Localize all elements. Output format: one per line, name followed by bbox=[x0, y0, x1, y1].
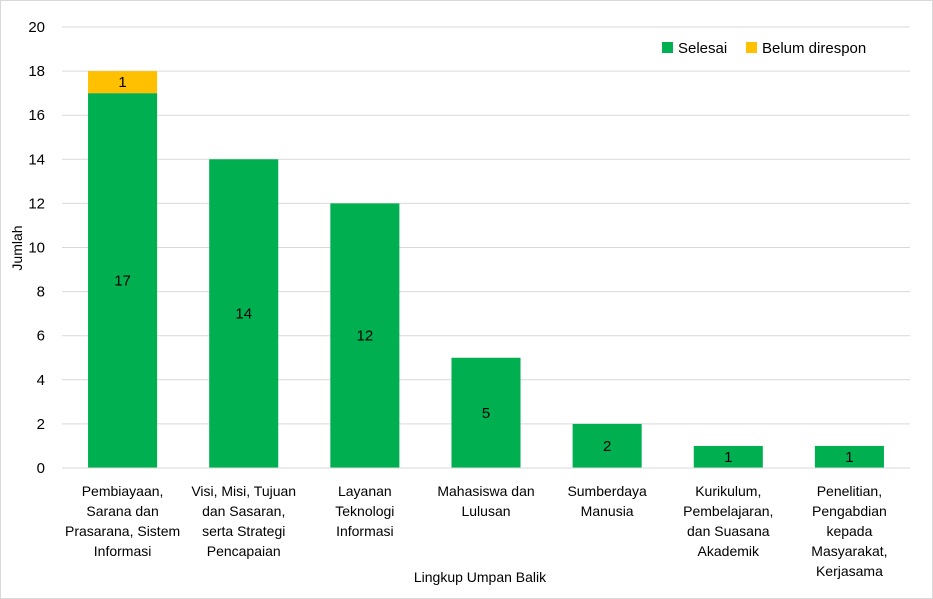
x-category-label: Visi, Misi, Tujuan dan Sasaran, serta Stra… bbox=[191, 483, 296, 559]
bar-belum-direspon bbox=[88, 71, 158, 94]
y-tick-label: 14 bbox=[28, 151, 45, 168]
x-category-label: Mahasiswa dan Lulusan bbox=[437, 483, 534, 519]
y-tick-label: 20 bbox=[28, 19, 45, 36]
bar-selesai bbox=[814, 445, 884, 468]
data-label: 17 bbox=[114, 273, 131, 290]
data-label: 1 bbox=[118, 74, 126, 91]
legend: Selesai Belum direspon bbox=[662, 40, 866, 57]
y-tick-label: 6 bbox=[37, 328, 45, 345]
data-labels: 17 1 14 12 5 2 1 1 bbox=[114, 74, 853, 466]
y-tick-label: 16 bbox=[28, 107, 45, 124]
y-tick-label: 12 bbox=[28, 195, 45, 212]
x-category-label: Sumberdaya Manusia bbox=[567, 483, 647, 519]
data-label: 1 bbox=[724, 449, 732, 466]
y-tick-label: 4 bbox=[37, 372, 45, 389]
x-category-label: Kurikulum, Pembelajaran, dan Suasana Akadem… bbox=[683, 483, 773, 559]
bar-selesai bbox=[330, 203, 400, 468]
y-tick-label: 18 bbox=[28, 63, 45, 80]
data-label: 14 bbox=[235, 306, 252, 323]
y-tick-label: 0 bbox=[37, 460, 45, 477]
x-category-label: Pembiayaan, Sarana dan Prasarana, Sistem In… bbox=[65, 483, 180, 559]
bar-selesai bbox=[451, 357, 521, 468]
x-category-label: Layanan Teknologi Informasi bbox=[335, 483, 394, 539]
bar-selesai bbox=[572, 423, 642, 468]
bar-selesai bbox=[693, 445, 763, 468]
bars bbox=[88, 71, 884, 469]
bar-selesai bbox=[88, 93, 158, 469]
data-label: 1 bbox=[845, 449, 853, 466]
legend-swatch-belum-direspon bbox=[746, 42, 757, 53]
x-axis-title: Lingkup Umpan Balik bbox=[414, 569, 547, 585]
legend-swatch-selesai bbox=[662, 42, 673, 53]
y-axis-ticks: 0 2 4 6 8 10 12 14 16 18 20 bbox=[28, 19, 45, 477]
data-label: 12 bbox=[357, 328, 374, 345]
gridlines bbox=[62, 26, 910, 425]
y-tick-label: 2 bbox=[37, 416, 45, 433]
x-category-label: Penelitian, Pengabdian kepada Masyarakat, Ke… bbox=[811, 483, 887, 579]
y-tick-label: 8 bbox=[37, 284, 45, 301]
data-label: 5 bbox=[482, 405, 490, 422]
x-axis-categories: Pembiayaan, Sarana dan Prasarana, Sistem In… bbox=[65, 483, 888, 579]
data-label: 2 bbox=[603, 438, 611, 455]
legend-label-selesai: Selesai bbox=[678, 40, 727, 57]
bar-selesai bbox=[209, 159, 279, 469]
y-tick-label: 10 bbox=[28, 240, 45, 257]
legend-label-belum-direspon: Belum direspon bbox=[762, 40, 866, 57]
y-axis-title: Jumlah bbox=[9, 225, 25, 270]
